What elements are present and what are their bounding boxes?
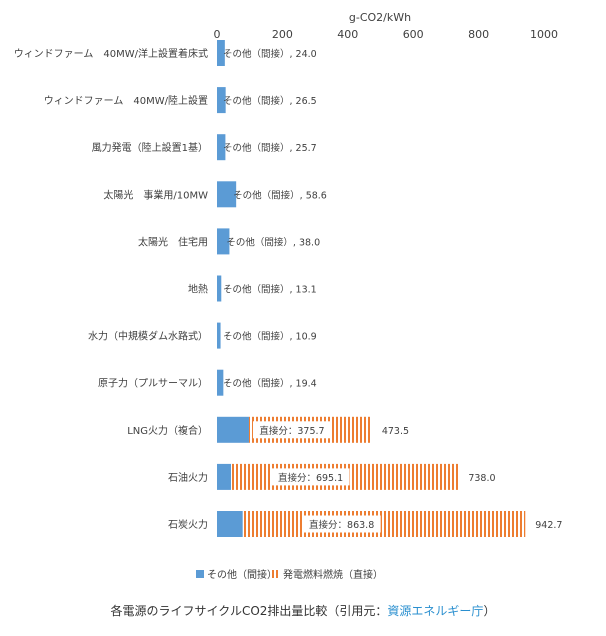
bar-indirect xyxy=(217,463,232,490)
bar-indirect xyxy=(217,511,243,537)
indirect-data-label: その他（間接）, 13.1 xyxy=(223,284,317,296)
category-label: 水力（中規模ダム水路式） xyxy=(88,330,208,343)
direct-data-label: 直接分：695.1 xyxy=(278,472,343,484)
legend-label-indirect: その他（間接） xyxy=(207,568,277,581)
caption-end: ） xyxy=(483,604,496,618)
direct-data-label: 直接分：375.7 xyxy=(259,425,324,437)
category-label: 原子力（プルサーマル） xyxy=(98,377,208,390)
bar-indirect xyxy=(217,181,237,208)
x-tick-label: 200 xyxy=(272,28,293,41)
indirect-data-label: その他（間接）, 24.0 xyxy=(223,48,317,60)
legend-swatch-direct xyxy=(272,570,280,578)
total-data-label: 738.0 xyxy=(468,473,495,484)
category-label: 石油火力 xyxy=(168,471,208,484)
x-tick-label: 0 xyxy=(214,28,221,41)
category-label: 石炭火力 xyxy=(168,518,208,531)
bar-direct xyxy=(242,511,526,537)
x-axis-title: g-CO2/kWh xyxy=(349,11,411,24)
source-link[interactable]: 資源エネルギー庁 xyxy=(387,604,484,618)
indirect-data-label: その他（間接）, 25.7 xyxy=(223,142,317,154)
indirect-data-label: その他（間接）, 58.6 xyxy=(233,189,327,201)
x-tick-label: 600 xyxy=(403,28,424,41)
bar-indirect xyxy=(217,416,249,443)
indirect-data-label: その他（間接）, 26.5 xyxy=(223,95,317,107)
x-tick-label: 400 xyxy=(337,28,358,41)
category-label: 太陽光 住宅用 xyxy=(138,235,208,248)
indirect-data-label: その他（間接）, 19.4 xyxy=(223,378,317,390)
category-label: 風力発電（陸上設置1基） xyxy=(92,141,208,154)
bar-indirect xyxy=(217,275,222,302)
direct-label-box xyxy=(252,421,331,439)
co2-lifecycle-chart: g-CO2/kWh 0 200 400 600 800 1000 ウィンドファーム 40M… xyxy=(14,11,563,581)
indirect-data-label: その他（間接）, 38.0 xyxy=(226,236,320,248)
total-data-label: 473.5 xyxy=(382,426,409,437)
direct-label-box xyxy=(302,515,381,533)
legend-label-direct: 発電燃料燃焼（直接） xyxy=(283,568,383,581)
bar-indirect xyxy=(217,87,226,114)
category-label: ウィンドファーム 40MW/陸上設置 xyxy=(44,94,208,107)
caption-text: 各電源のライフサイクルCO2排出量比較（引用元： xyxy=(110,604,388,618)
bar-indirect xyxy=(217,322,221,349)
bar-indirect xyxy=(217,40,225,66)
category-label: ウィンドファーム 40MW/洋上設置着床式 xyxy=(14,47,208,60)
legend-swatch-indirect xyxy=(196,570,204,578)
total-data-label: 942.7 xyxy=(535,520,562,531)
category-label: 地熱 xyxy=(188,283,208,296)
indirect-data-label: その他（間接）, 10.9 xyxy=(223,331,317,343)
category-label: 太陽光 事業用/10MW xyxy=(103,188,208,201)
category-label: LNG火力（複合） xyxy=(127,424,208,437)
bar-indirect xyxy=(217,369,224,396)
figure-caption: 各電源のライフサイクルCO2排出量比較（引用元：資源エネルギー庁） xyxy=(0,602,606,619)
direct-label-box xyxy=(271,468,350,486)
x-tick-label: 1000 xyxy=(530,28,558,41)
bar-indirect xyxy=(217,134,226,161)
direct-data-label: 直接分：863.8 xyxy=(309,519,374,531)
x-tick-label: 800 xyxy=(468,28,489,41)
bar-indirect xyxy=(217,228,230,255)
